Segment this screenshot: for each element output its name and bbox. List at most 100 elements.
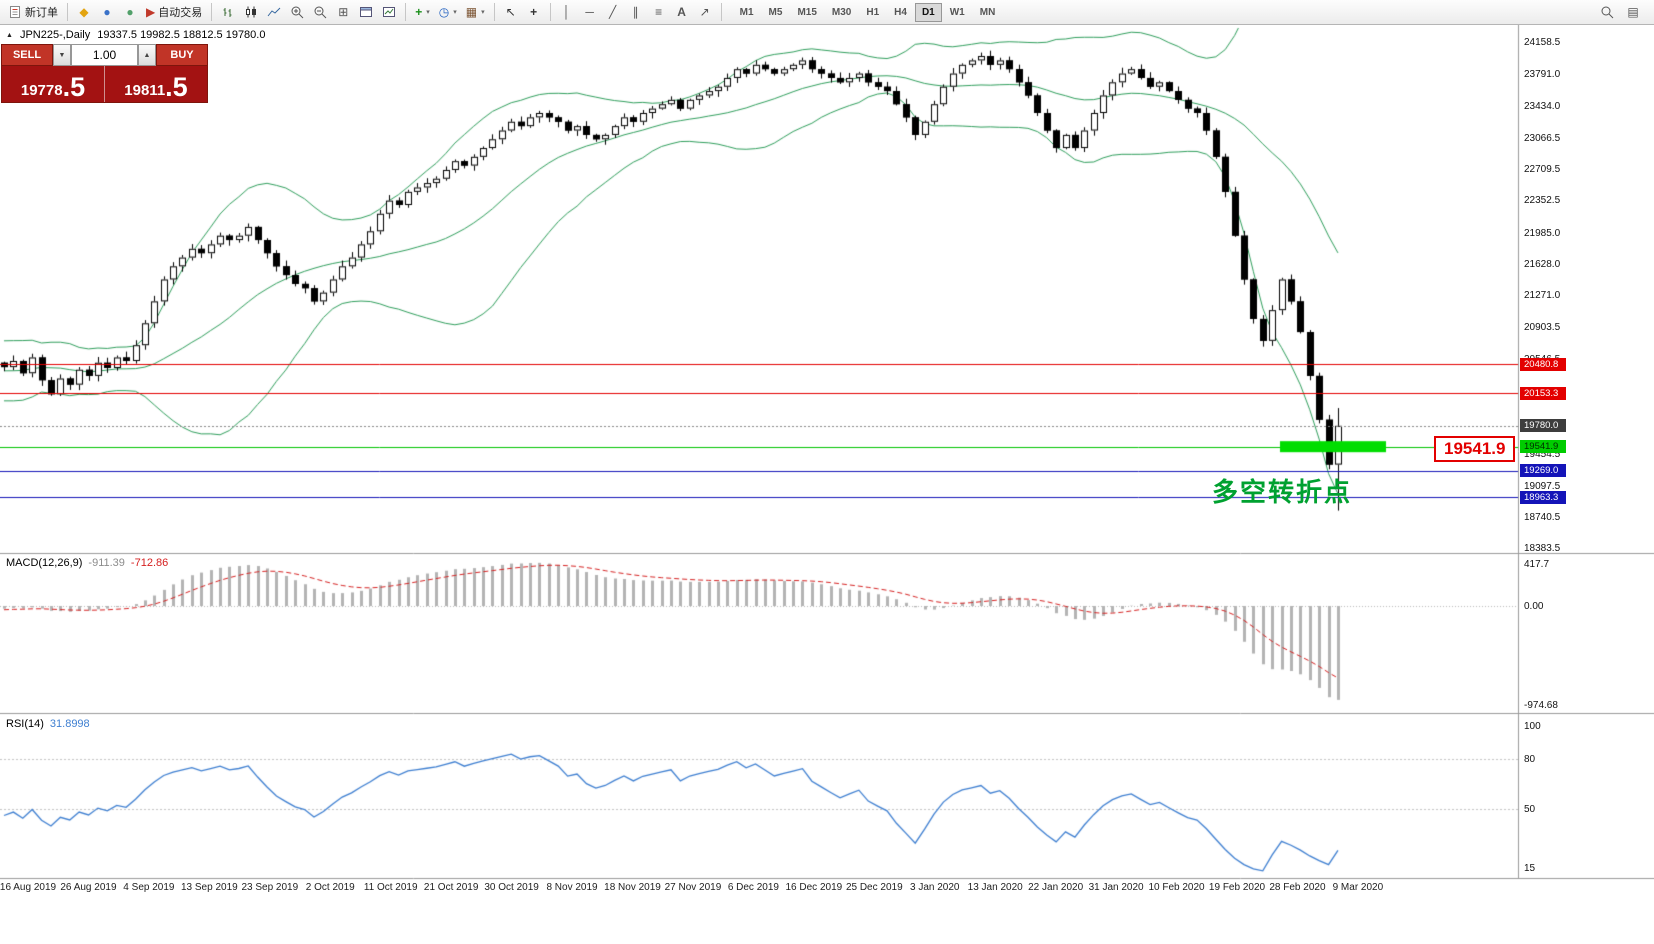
date-axis-label: 30 Oct 2019 <box>484 882 539 893</box>
timeframe-button-D1[interactable]: D1 <box>914 2 942 22</box>
zoom-in-button[interactable] <box>286 2 308 23</box>
timeframe-button-H1[interactable]: H1 <box>859 3 886 22</box>
chart-title: ▲ JPN225-,Daily 19337.5 19982.5 18812.5 … <box>6 29 265 41</box>
y-axis-price-label: 23434.0 <box>1524 100 1561 112</box>
expand-icon: ▲ <box>6 31 13 39</box>
vertical-line-button[interactable]: │ <box>556 2 578 23</box>
toolbar-separator <box>493 3 495 21</box>
arrow-icon: ↗ <box>699 5 710 19</box>
macd-indicator-label: MACD(12,26,9) -911.39 -712.86 <box>6 557 168 569</box>
chart-window-icon <box>360 7 373 17</box>
cursor-icon: ↖ <box>505 5 516 19</box>
search-icon <box>1601 6 1614 19</box>
date-axis-label: 11 Oct 2019 <box>363 882 418 893</box>
profiles-button[interactable] <box>378 2 400 23</box>
profiles-icon <box>383 7 396 17</box>
fibonacci-button[interactable]: ≡ <box>648 2 670 23</box>
y-axis-price-label: 21985.0 <box>1524 227 1561 239</box>
macd-signal-value: -712.86 <box>130 557 169 569</box>
bar-chart-button[interactable] <box>217 2 239 23</box>
sell-button[interactable]: SELL <box>1 44 53 66</box>
templates-button[interactable]: ▦ ▾ <box>462 2 489 23</box>
auto-trading-button[interactable]: ▶ 自动交易 <box>142 2 206 23</box>
buy-button[interactable]: BUY <box>156 44 208 66</box>
toolbar-separator <box>211 3 213 21</box>
candle-chart-button[interactable] <box>240 2 262 23</box>
new-order-icon <box>10 6 20 18</box>
price-chart-canvas[interactable] <box>0 25 1654 944</box>
macd-value: -911.39 <box>88 557 125 569</box>
timeframe-button-M5[interactable]: M5 <box>762 3 790 22</box>
volume-increase-button[interactable]: ▲ <box>138 44 156 66</box>
trendline-button[interactable]: ╱ <box>602 2 624 23</box>
y-axis-price-label: 21271.0 <box>1524 290 1561 302</box>
macd-name: MACD(12,26,9) <box>6 557 83 569</box>
search-button[interactable] <box>1596 2 1618 23</box>
y-axis-price-label: 19097.5 <box>1524 480 1561 492</box>
diamond-icon: ◆ <box>79 5 89 19</box>
date-axis-label: 27 Nov 2019 <box>664 882 722 893</box>
bar-chart-icon <box>223 8 232 17</box>
line-chart-button[interactable] <box>263 2 285 23</box>
mql-community-button[interactable]: ◆ <box>73 2 95 23</box>
volume-input[interactable] <box>71 44 138 66</box>
indicators-button[interactable]: + ▾ <box>411 2 434 23</box>
sell-price-fraction: .5 <box>62 72 86 103</box>
turning-point-annotation[interactable]: 多空转折点 <box>1212 477 1353 507</box>
toolbar-separator <box>549 3 551 21</box>
help-button[interactable]: ● <box>119 2 141 23</box>
timeframe-button-H4[interactable]: H4 <box>887 3 914 22</box>
date-axis-label: 3 Jan 2020 <box>910 882 960 893</box>
periods-button[interactable]: ◷ ▾ <box>435 2 461 23</box>
rsi-axis-label: 50 <box>1524 804 1536 816</box>
rsi-axis-label: 15 <box>1524 863 1536 875</box>
new-chart-button[interactable] <box>355 2 377 23</box>
turning-point-tag: 19541.9 <box>1520 440 1566 454</box>
resistance-tag-2: 20153.3 <box>1520 386 1566 400</box>
y-axis-price-label: 18740.5 <box>1524 511 1561 523</box>
template-icon: ▦ <box>465 5 478 19</box>
price-divider <box>104 66 105 102</box>
channel-button[interactable]: ∥ <box>625 2 647 23</box>
arrows-tool-button[interactable]: ↗ <box>694 2 716 23</box>
chevron-down-icon: ▾ <box>481 9 485 16</box>
auto-trading-label: 自动交易 <box>158 7 203 19</box>
y-axis-price-label: 24158.5 <box>1524 37 1561 49</box>
rsi-value: 31.8998 <box>49 718 90 730</box>
sell-price[interactable]: 19778.5 <box>2 66 104 102</box>
new-order-button[interactable]: 新订单 <box>4 2 62 23</box>
timeframe-button-MN[interactable]: MN <box>973 3 1003 22</box>
crosshair-button[interactable]: + <box>523 2 545 23</box>
profile-button[interactable]: ● <box>96 2 118 23</box>
date-axis-label: 22 Jan 2020 <box>1028 882 1084 893</box>
y-axis-price-label: 19454.5 <box>1524 449 1561 461</box>
resistance-tag-1: 20480.8 <box>1520 357 1566 371</box>
timeframe-button-M30[interactable]: M30 <box>825 3 858 22</box>
buy-price[interactable]: 19811.5 <box>105 66 207 102</box>
date-axis-label: 21 Oct 2019 <box>423 882 479 893</box>
tile-windows-button[interactable]: ⊞ <box>332 2 354 23</box>
y-axis-price-label: 18383.5 <box>1524 543 1561 555</box>
current-price-tag: 19780.0 <box>1520 419 1566 433</box>
timeframe-button-M1[interactable]: M1 <box>733 3 761 22</box>
zoom-out-button[interactable] <box>309 2 331 23</box>
chevron-down-icon: ▾ <box>453 9 457 16</box>
chart-title-ohlc: 19337.5 19982.5 18812.5 19780.0 <box>97 29 266 41</box>
candle-chart-icon <box>246 6 257 18</box>
date-axis-label: 4 Sep 2019 <box>123 882 175 893</box>
grid-icon: ▤ <box>1627 5 1639 19</box>
cursor-button[interactable]: ↖ <box>500 2 522 23</box>
text-tool-button[interactable]: A <box>671 2 693 23</box>
y-axis-price-label: 22709.5 <box>1524 164 1561 176</box>
volume-decrease-button[interactable]: ▼ <box>53 44 71 66</box>
timeframe-button-M15[interactable]: M15 <box>790 3 823 22</box>
date-axis-label: 31 Jan 2020 <box>1088 882 1144 893</box>
date-axis-label: 10 Feb 2020 <box>1148 882 1205 893</box>
data-window-button[interactable]: ▤ <box>1622 2 1644 23</box>
price-callout-label[interactable]: 19541.9 <box>1434 436 1516 462</box>
new-order-label: 新订单 <box>25 7 58 19</box>
timeframe-button-W1[interactable]: W1 <box>943 3 972 22</box>
horizontal-line-button[interactable]: ─ <box>579 2 601 23</box>
rsi-axis-label: 100 <box>1524 720 1541 732</box>
